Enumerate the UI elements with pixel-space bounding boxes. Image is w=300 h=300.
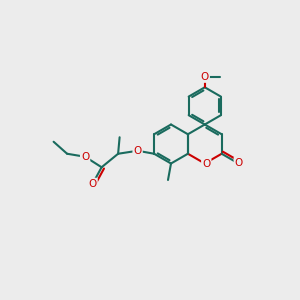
Text: O: O (202, 159, 210, 169)
Text: O: O (88, 179, 97, 189)
Text: O: O (81, 152, 89, 162)
Text: O: O (134, 146, 142, 156)
Text: O: O (201, 72, 209, 82)
Text: O: O (235, 158, 243, 168)
